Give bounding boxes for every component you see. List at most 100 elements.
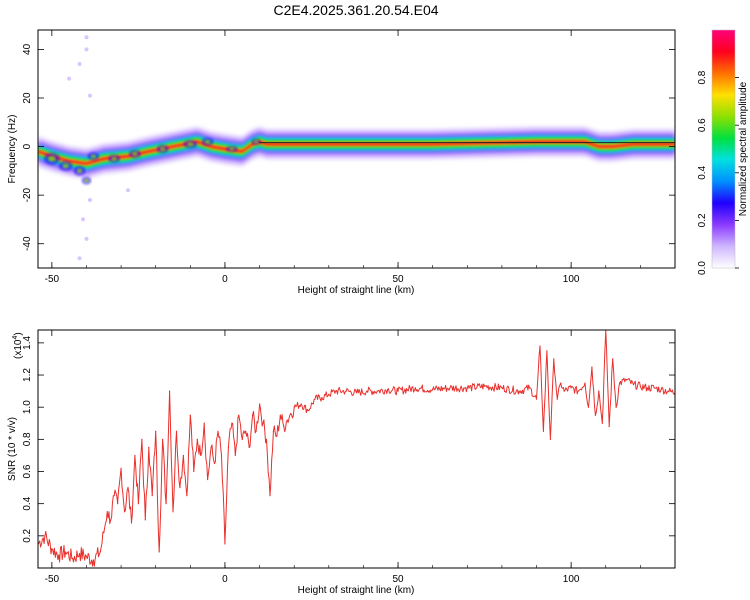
snr-point [200, 454, 202, 457]
snr-point [335, 390, 337, 392]
snr-point [286, 419, 288, 421]
snr-point [238, 414, 240, 416]
snr-point [182, 454, 185, 457]
snr-point [117, 503, 119, 505]
spectrogram-y-label: Frequency (Hz) [7, 115, 18, 184]
snr-point [387, 388, 389, 391]
snr-x-label: Height of straight line (km) [298, 585, 415, 596]
snr-point [612, 358, 614, 360]
spectrogram-speck [84, 35, 89, 40]
snr-point [113, 495, 115, 497]
colorbar-tick-label: 0.0 [697, 261, 708, 275]
colorbar-tick-label: 0.2 [697, 213, 708, 227]
snr-point [252, 414, 254, 416]
spectrogram-speck [84, 47, 89, 52]
snr-y-tick-label: 0.4 [22, 496, 33, 510]
spectrogram-blob-core [187, 142, 194, 146]
snr-point [615, 406, 617, 408]
snr-point [449, 387, 451, 389]
spectrogram-panel: -50 0 50 100 -40 -20 0 20 40 Height of straight… [7, 29, 676, 296]
spectrogram-speck [126, 188, 131, 193]
spectrogram-speck [77, 256, 82, 261]
snr-point [560, 382, 562, 384]
spectrogram-y-tick-label: -40 [22, 236, 33, 251]
spectrogram-speck [81, 217, 86, 222]
snr-point [103, 532, 105, 534]
snr-point [99, 551, 101, 553]
snr-point [272, 430, 275, 432]
snr-point [231, 422, 233, 424]
spectrogram-speck [67, 76, 72, 81]
spectrogram-y-ticks: -40 -20 0 20 40 [22, 43, 675, 251]
spectrogram-blob-core [132, 152, 138, 156]
colorbar-label: Normalized spectral amplitude [738, 81, 749, 216]
snr-point [168, 390, 171, 392]
snr-x-ticks: -50 0 50 100 [45, 330, 676, 585]
svg-text:(x104): (x104) [12, 332, 24, 359]
spectrogram-speck [77, 62, 82, 66]
snr-point [213, 462, 216, 465]
spectrogram-blob-core [253, 140, 259, 144]
spectrogram-frame [37, 29, 676, 269]
snr-point [189, 414, 191, 416]
snr-point [144, 519, 146, 521]
snr-point [179, 486, 181, 489]
snr-point [248, 446, 250, 448]
snr-point [141, 438, 143, 440]
snr-point [123, 511, 126, 513]
spectrogram-image [38, 35, 675, 261]
snr-point [466, 387, 468, 389]
snr-point [92, 559, 94, 561]
snr-point [542, 430, 545, 432]
snr-background [38, 330, 675, 568]
snr-point [587, 406, 590, 408]
snr-point [553, 358, 555, 360]
snr-point [227, 446, 230, 448]
spectrogram-speck [87, 198, 92, 202]
snr-point [269, 495, 271, 497]
snr-point [234, 454, 236, 457]
snr-y-tick-label: 0.8 [22, 432, 33, 446]
snr-point [196, 438, 198, 440]
snr-point [314, 398, 316, 400]
snr-point [556, 398, 558, 400]
snr-point [345, 390, 347, 392]
snr-frame [37, 329, 676, 569]
snr-point [120, 467, 122, 469]
snr-y-tick-label: 1.2 [22, 368, 33, 382]
snr-point [397, 390, 399, 392]
snr-point [258, 403, 261, 405]
snr-point [110, 519, 112, 521]
snr-point [151, 495, 153, 497]
snr-point [584, 382, 586, 384]
spectrogram-band [38, 140, 675, 165]
spectrogram-y-tick-label: 20 [22, 92, 33, 104]
snr-scale-note: (x104) [12, 332, 24, 359]
snr-y-label: SNR (10 * v/v) [7, 417, 18, 481]
snr-point [328, 393, 330, 395]
snr-point [217, 430, 219, 432]
snr-point [158, 551, 160, 553]
spectrogram-blob-core [76, 168, 83, 174]
snr-point [300, 403, 302, 405]
snr-point [210, 446, 212, 448]
snr-point [283, 425, 285, 428]
figure-title: C2E4.2025.361.20.54.E04 [273, 2, 438, 18]
snr-point [601, 422, 603, 424]
snr-point [127, 486, 129, 489]
snr-point [594, 414, 596, 416]
snr-point [570, 387, 572, 389]
spectrogram-x-tick-label: 50 [392, 274, 404, 285]
snr-point [85, 556, 88, 558]
snr-point [667, 390, 669, 392]
snr-point [58, 554, 60, 556]
snr-x-tick-label: 50 [392, 574, 404, 585]
snr-point [608, 425, 610, 428]
snr-point [134, 454, 136, 457]
snr-point [546, 350, 548, 352]
spectrogram-x-tick-label: 0 [222, 274, 228, 285]
snr-y-tick-label: 0.2 [22, 528, 33, 542]
snr-point [193, 470, 195, 473]
colorbar: 0.0 0.2 0.4 0.6 0.8 Normalized spectral ampl… [697, 29, 749, 275]
snr-point [639, 385, 641, 387]
